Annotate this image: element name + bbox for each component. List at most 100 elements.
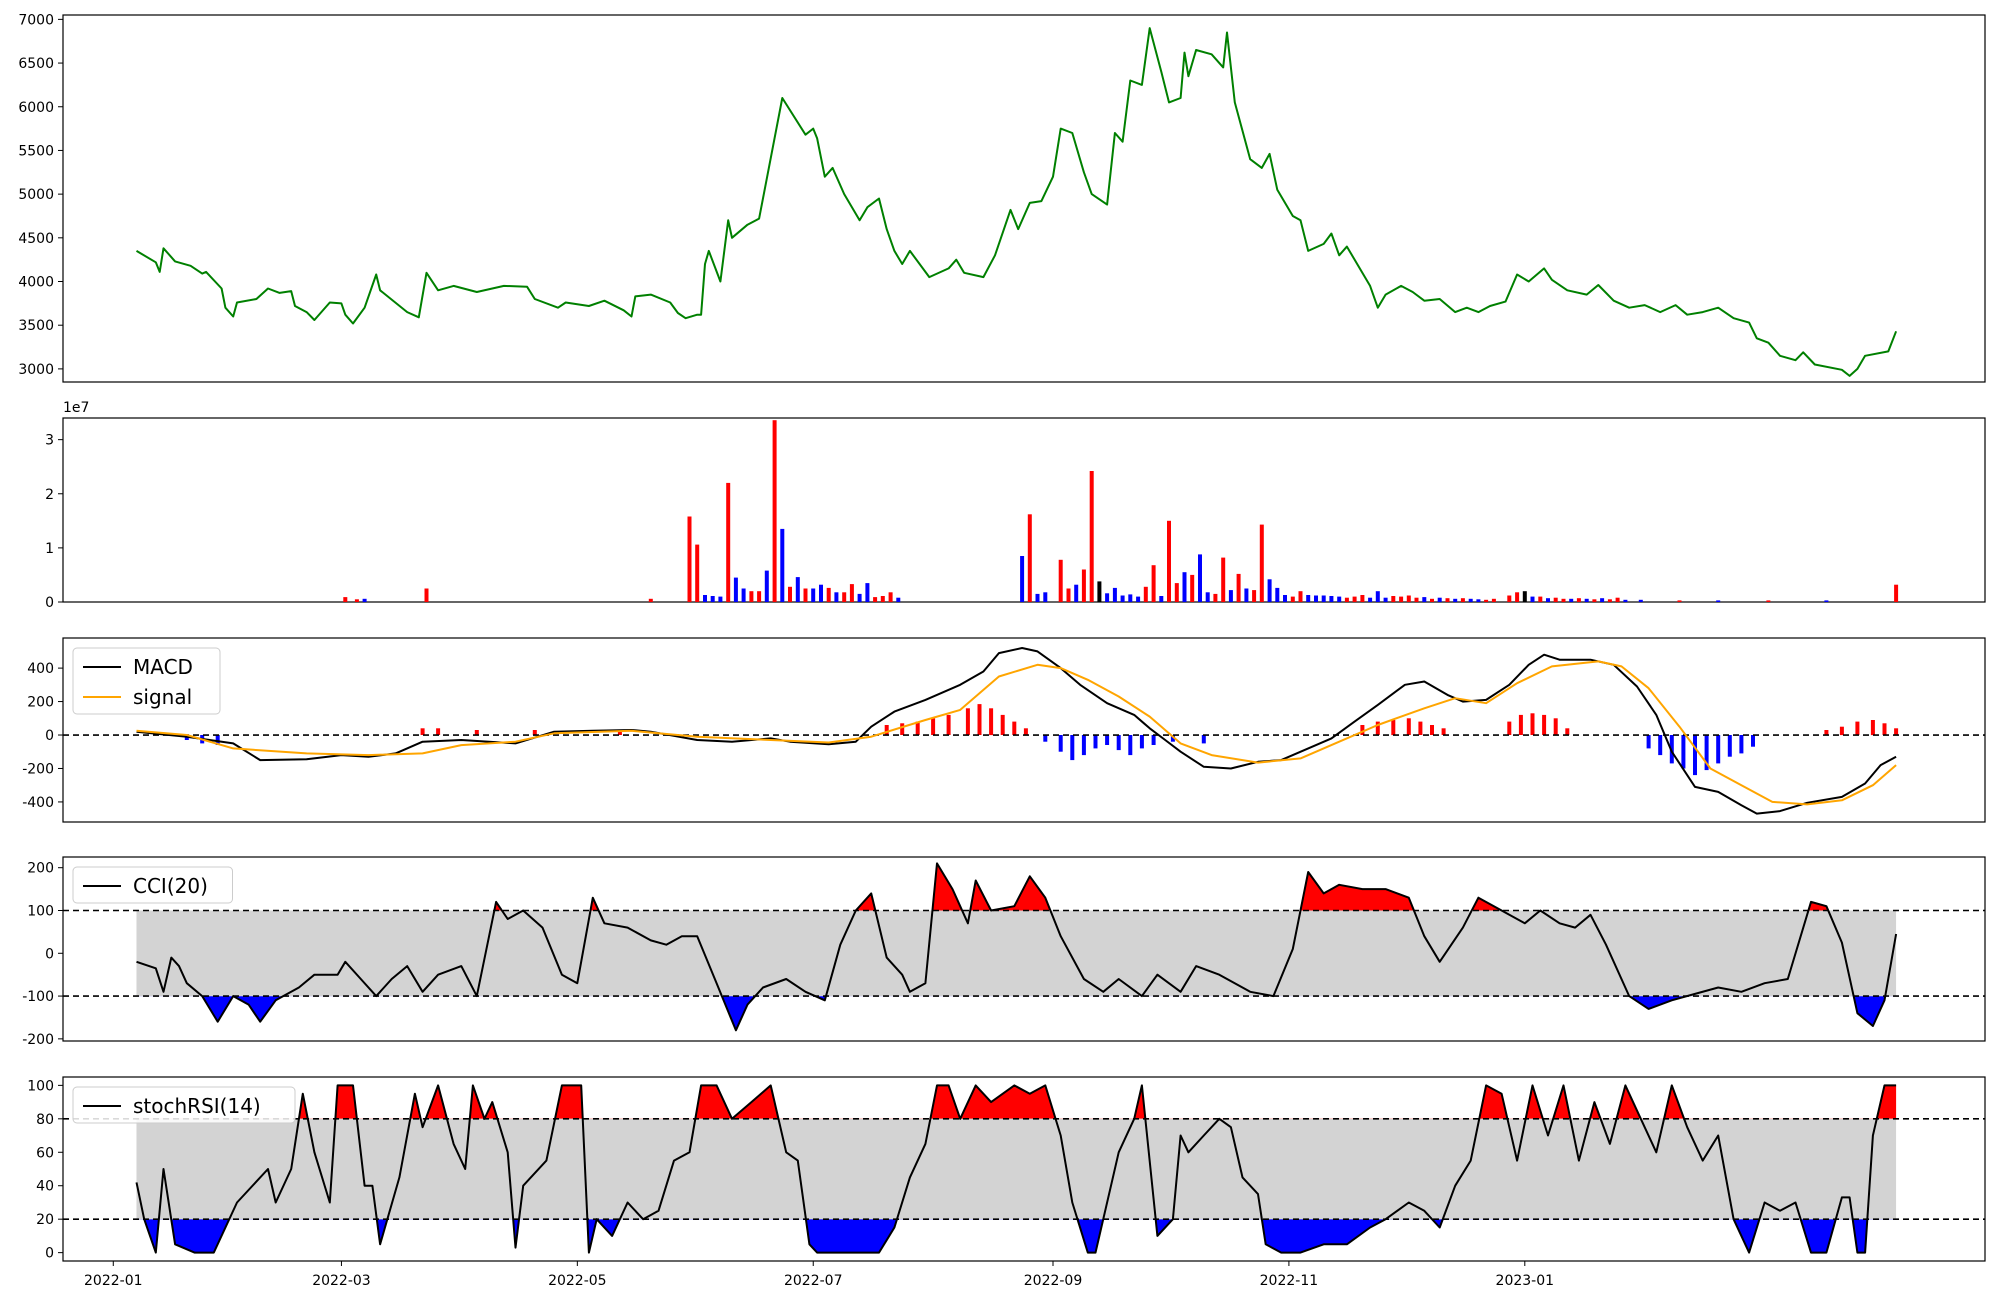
volume-bar [1569, 598, 1574, 602]
x-tick-label: 2022-11 [1260, 1273, 1319, 1289]
volume-bar [1677, 600, 1682, 602]
volume-bar [1399, 596, 1404, 602]
macd-histogram-bar [1058, 735, 1063, 752]
macd-histogram-bar [1012, 721, 1017, 735]
y-tick-label: 0 [45, 946, 54, 962]
volume-bar [834, 592, 839, 602]
volume-bar [749, 591, 754, 602]
macd-histogram-bar [900, 723, 905, 735]
volume-bar [857, 593, 862, 602]
volume-bar [1259, 524, 1264, 602]
y-tick-label: -400 [22, 795, 54, 811]
y-tick-label: 40 [36, 1179, 54, 1195]
y-tick-label: 3000 [18, 362, 54, 378]
volume-bar [648, 598, 653, 602]
macd-histogram-bar [1128, 735, 1133, 756]
x-tick-label: 2022-03 [312, 1273, 371, 1289]
macd-histogram-bar [1553, 718, 1558, 735]
legend-box [72, 866, 233, 904]
macd-histogram-bar [931, 718, 936, 735]
volume-bar [1027, 514, 1032, 602]
volume-bar [718, 596, 723, 602]
volume-bar [1190, 574, 1195, 602]
volume-bar [1507, 595, 1512, 602]
neutral-band [136, 910, 1897, 997]
volume-bar [1546, 598, 1550, 602]
volume-bar [1437, 597, 1442, 602]
x-tick-label: 2022-07 [784, 1273, 843, 1289]
volume-bar [1375, 591, 1380, 602]
y-tick-label: 60 [36, 1145, 54, 1161]
volume-bar [1538, 596, 1543, 602]
panel-frame-4 [62, 856, 1986, 1042]
volume-bar [1414, 597, 1419, 602]
macd-histogram-bar [420, 728, 425, 735]
volume-bar [1058, 559, 1063, 602]
legend-label: stochRSI(14) [133, 1094, 261, 1118]
y-tick-label: 80 [36, 1112, 54, 1128]
y-tick-label: 3 [45, 433, 54, 449]
volume-bar [687, 516, 692, 602]
macd-histogram-bar [977, 704, 982, 735]
volume-bar [1561, 598, 1566, 602]
volume-bar [1321, 595, 1326, 602]
macd-histogram-bar [989, 708, 994, 736]
panel-frame-3 [62, 637, 1986, 823]
volume-bar [826, 587, 831, 602]
volume-bar [1097, 581, 1102, 602]
volume-bar [1275, 587, 1280, 602]
volume-bar [1236, 573, 1241, 602]
volume-bar [849, 584, 854, 602]
x-tick-label: 2023-01 [1496, 1273, 1555, 1289]
volume-bar [1453, 598, 1458, 602]
volume-bar [1035, 593, 1040, 602]
volume-bar [1329, 596, 1334, 602]
volume-bar [1066, 588, 1071, 602]
volume-bar [1607, 599, 1612, 602]
volume-bar [811, 588, 816, 602]
volume-bar [842, 592, 847, 602]
volume-bar [1252, 590, 1257, 602]
macd-histogram-bar [1139, 735, 1144, 749]
volume-bar [1360, 595, 1365, 602]
volume-bar [1383, 597, 1388, 602]
cci-line [136, 862, 1898, 1032]
volume-bar [1074, 584, 1079, 602]
volume-bar [1283, 595, 1287, 602]
volume-bar [788, 586, 792, 602]
volume-bar [1306, 595, 1311, 602]
volume-bar [1553, 597, 1558, 602]
volume-bar [764, 570, 769, 602]
y-tick-label: 7000 [18, 12, 54, 28]
volume-bar [896, 597, 901, 602]
panel-frame-1 [62, 14, 1986, 383]
volume-bar [1020, 556, 1025, 602]
volume-bar [1615, 597, 1620, 602]
volume-bar [1623, 599, 1628, 602]
volume-bar [1151, 565, 1156, 602]
volume-bar [1298, 591, 1303, 602]
y-tick-label: 400 [27, 661, 54, 677]
volume-bar [1391, 596, 1396, 602]
macd-histogram-bar [946, 714, 951, 735]
volume-bar [1198, 554, 1202, 602]
y-tick-label: 20 [36, 1212, 54, 1228]
volume-bar [1430, 598, 1434, 602]
macd-histogram-bar [1824, 730, 1829, 735]
volume-bar [1352, 596, 1357, 602]
x-tick-label: 2022-01 [84, 1273, 143, 1289]
volume-bar [772, 420, 777, 602]
volume-bar [1228, 590, 1233, 602]
volume-bar [733, 577, 738, 602]
volume-bar [1491, 598, 1496, 602]
volume-bar [703, 595, 707, 602]
volume-bar [1894, 584, 1899, 602]
volume-bar [1337, 596, 1342, 602]
y-tick-label: 6500 [18, 56, 54, 72]
y-tick-label: 2 [45, 487, 54, 503]
macd-histogram-bar [1882, 723, 1887, 735]
volume-bar [1213, 593, 1218, 602]
macd-line [136, 647, 1897, 815]
volume-bar [354, 599, 359, 602]
y-tick-label: 5000 [18, 187, 54, 203]
